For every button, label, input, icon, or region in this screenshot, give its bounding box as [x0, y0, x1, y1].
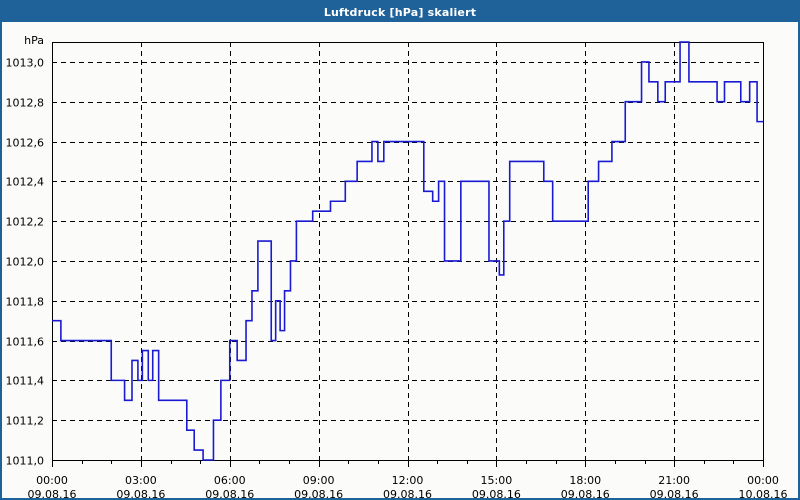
x-axis-date-label: 10.08.16 — [739, 488, 788, 498]
x-axis-time-label: 12:00 — [392, 474, 424, 487]
x-axis-time-label: 18:00 — [569, 474, 601, 487]
x-axis-date-label: 09.08.16 — [650, 488, 699, 498]
x-axis-time-label: 21:00 — [658, 474, 690, 487]
y-axis-tick-label: 1012,4 — [6, 176, 45, 189]
y-axis-tick-label: 1013,0 — [6, 57, 45, 70]
x-axis-time-label: 06:00 — [214, 474, 246, 487]
y-axis-tick-label: 1011,6 — [6, 336, 45, 349]
x-axis-ticks-group — [52, 460, 764, 467]
x-axis-time-label: 15:00 — [481, 474, 513, 487]
y-axis-tick-label: 1012,0 — [6, 256, 45, 269]
y-axis-tick-label: 1011,2 — [6, 415, 45, 428]
pressure-line-chart: 1013,0 1012,8 1012,6 1012,4 1012,2 1012,0 1011… — [6, 34, 788, 498]
y-axis-unit-group: hPa — [24, 34, 44, 47]
window-title: Luftdruck [hPa] skaliert — [323, 5, 477, 19]
x-axis-labels-group: 00:0009.08.1603:0009.08.1606:0009.08.160… — [28, 474, 788, 498]
x-axis-date-label: 09.08.16 — [561, 488, 610, 498]
x-axis-date-label: 09.08.16 — [383, 488, 432, 498]
y-axis-tick-label: 1012,2 — [6, 216, 45, 229]
axis-frame-group — [52, 42, 764, 461]
y-axis-unit-label: hPa — [24, 34, 44, 47]
y-axis-tick-label: 1011,8 — [6, 296, 45, 309]
y-axis-tick-label: 1011,0 — [6, 455, 45, 468]
y-axis-tick-label: 1012,6 — [6, 137, 45, 150]
data-series-line — [52, 41, 763, 461]
x-axis-time-label: 00:00 — [747, 474, 779, 487]
y-axis-tick-label: 1012,8 — [6, 97, 45, 110]
x-axis-date-label: 09.08.16 — [472, 488, 521, 498]
plot-area: 1013,0 1012,8 1012,6 1012,4 1012,2 1012,0 1011… — [2, 24, 798, 498]
x-axis-time-label: 00:00 — [36, 474, 68, 487]
x-axis-time-label: 09:00 — [303, 474, 335, 487]
x-axis-date-label: 09.08.16 — [116, 488, 165, 498]
x-axis-date-label: 09.08.16 — [205, 488, 254, 498]
plot-frame — [52, 42, 764, 461]
data-series-group — [52, 41, 763, 461]
y-axis-labels-group: 1013,0 1012,8 1012,6 1012,4 1012,2 1012,0 1011… — [6, 57, 45, 468]
y-axis-tick-label: 1011,4 — [6, 375, 45, 388]
x-axis-time-label: 03:00 — [125, 474, 157, 487]
window-titlebar: Luftdruck [hPa] skaliert — [2, 2, 798, 22]
x-axis-date-label: 09.08.16 — [28, 488, 77, 498]
x-axis-date-label: 09.08.16 — [294, 488, 343, 498]
gridlines-group — [52, 42, 763, 461]
